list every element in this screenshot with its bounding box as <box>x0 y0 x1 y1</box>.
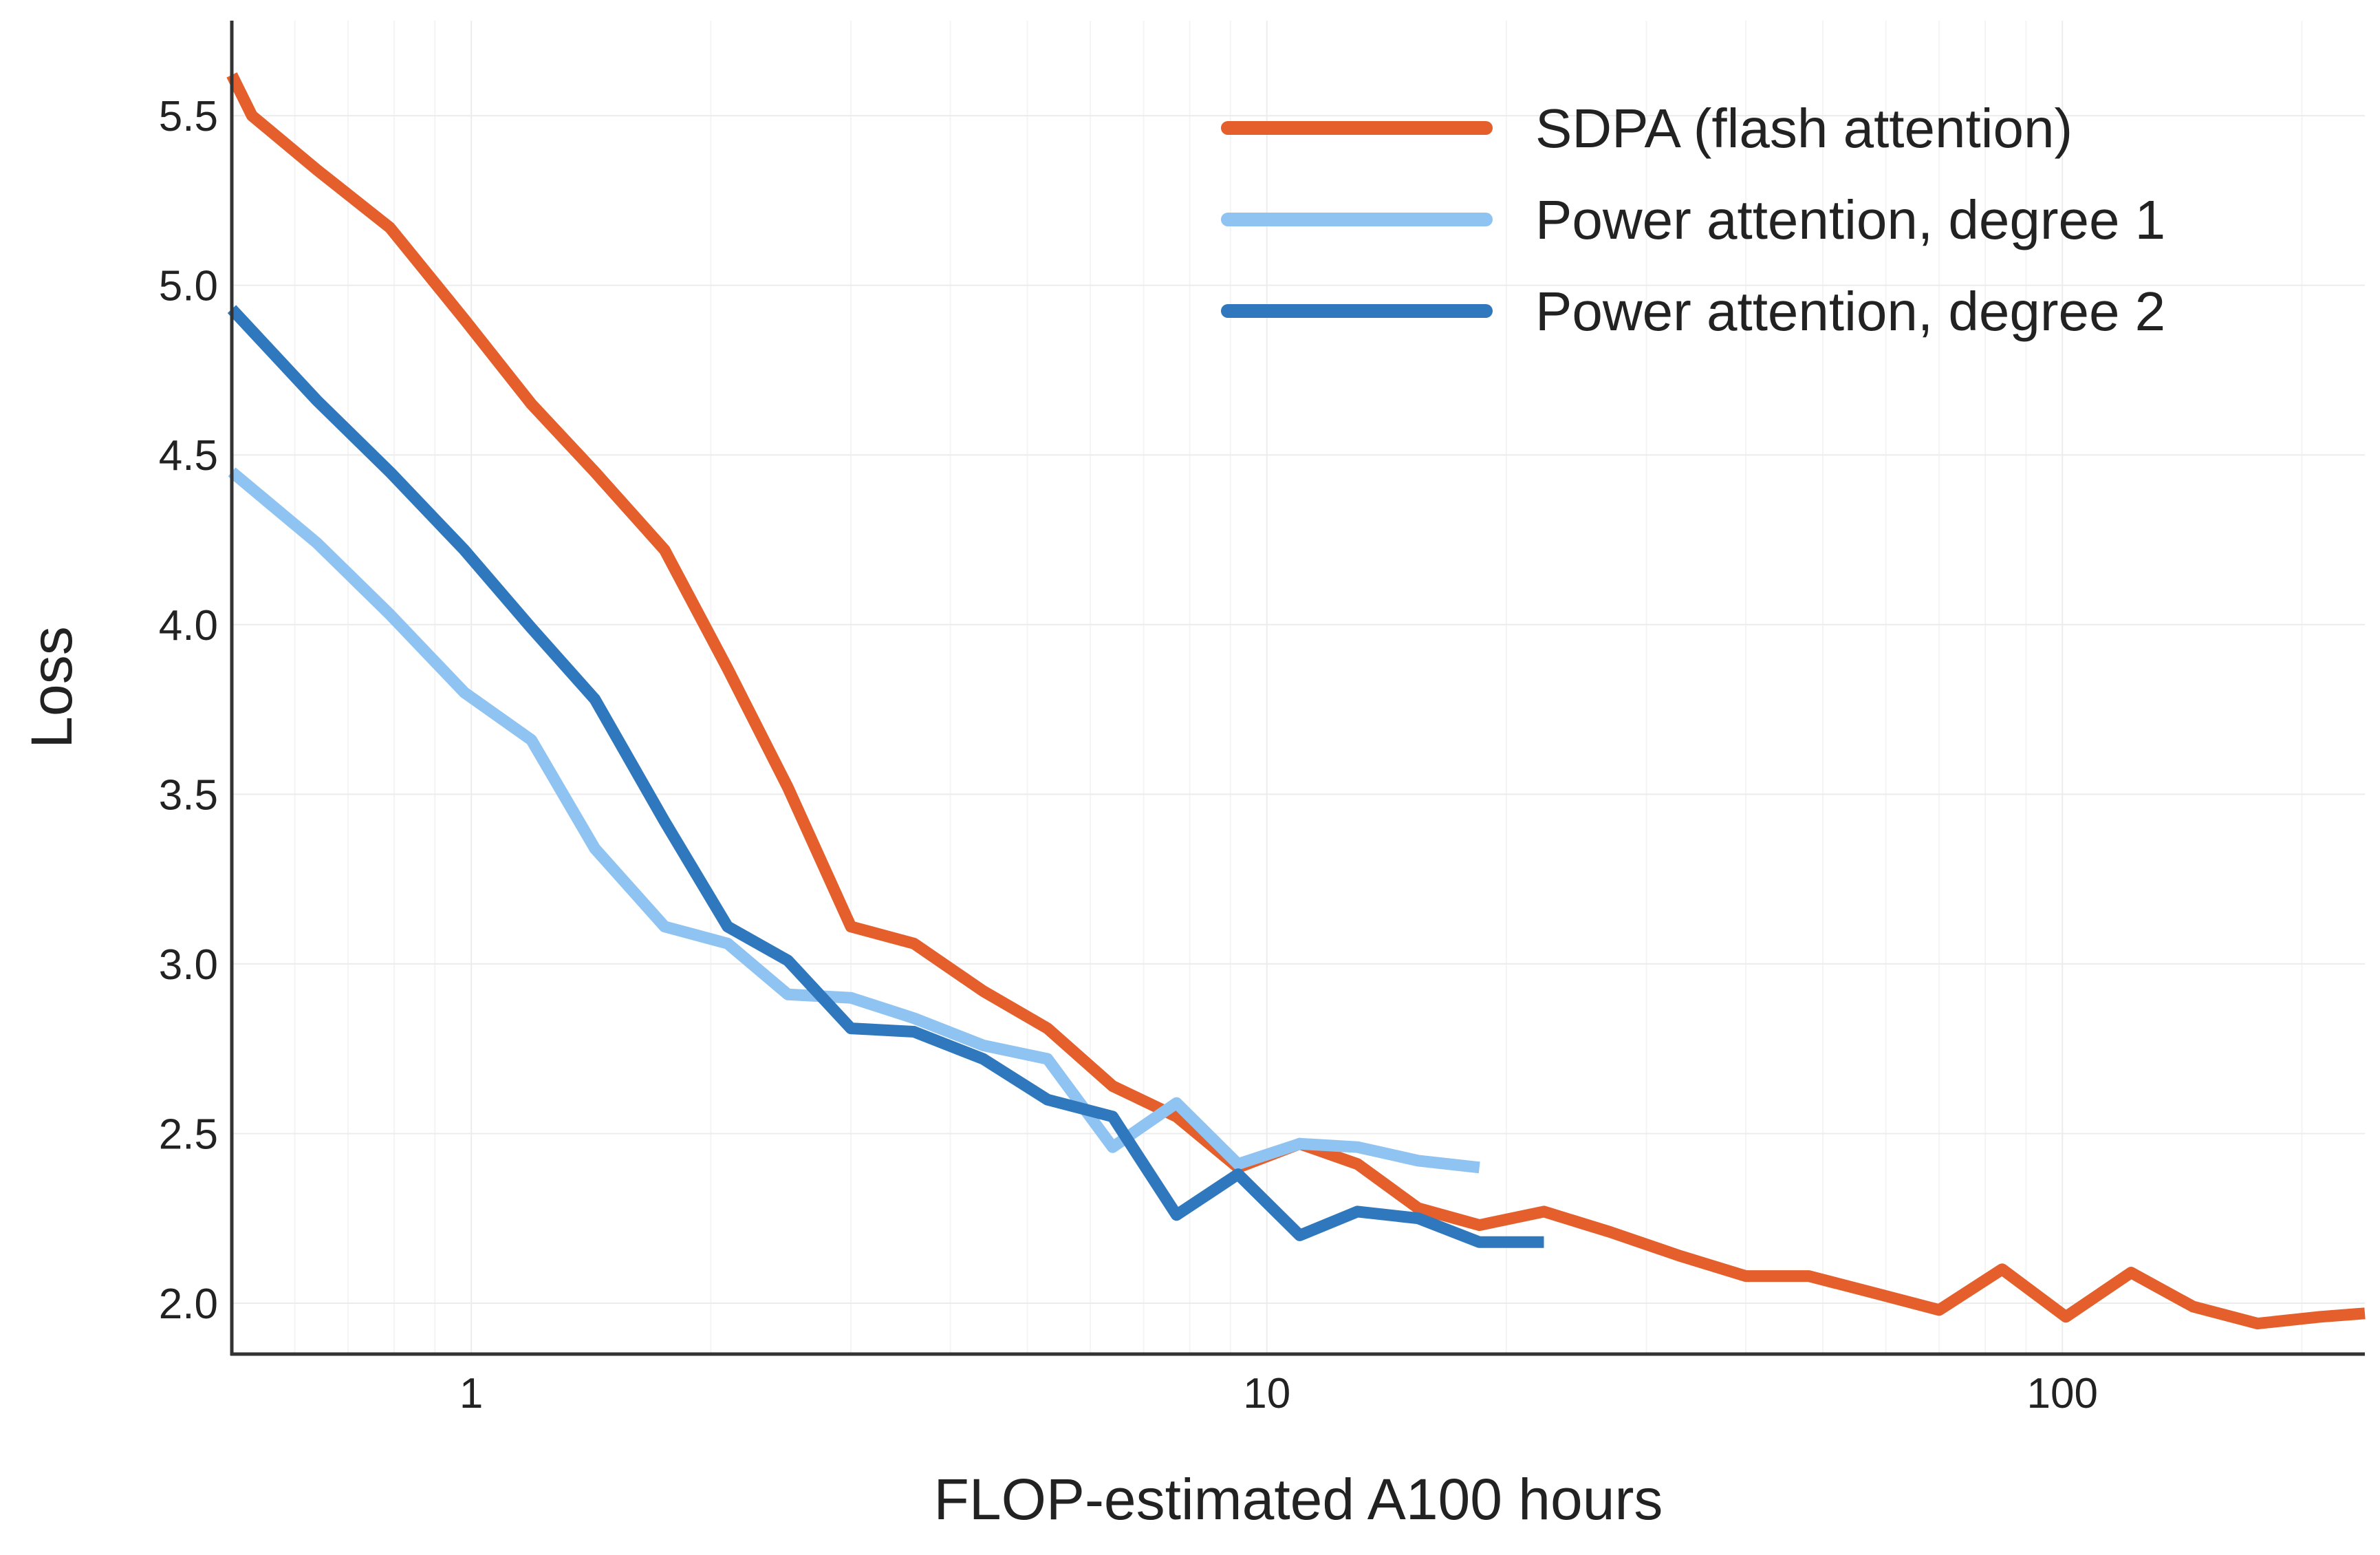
y-tick-label: 3.5 <box>159 771 218 819</box>
grid <box>231 21 2365 1354</box>
y-tick-label: 4.5 <box>159 432 218 480</box>
legend-label-3: Power attention, degree 2 <box>1535 281 2165 342</box>
y-tick-label: 5.0 <box>159 263 218 310</box>
series-line-2 <box>228 467 1480 1174</box>
x-tick-label: 10 <box>1243 1370 1290 1417</box>
x-axis-title: FLOP-estimated A100 hours <box>934 1467 1663 1532</box>
legend-label-2: Power attention, degree 1 <box>1535 189 2165 250</box>
y-tick-label: 3.0 <box>159 941 218 989</box>
axes <box>230 21 2365 1356</box>
y-tick-label: 2.5 <box>159 1111 218 1158</box>
legend-label-1: SDPA (flash attention) <box>1535 98 2073 159</box>
y-tick-label: 5.5 <box>159 93 218 140</box>
y-tick-label: 2.0 <box>159 1280 218 1328</box>
series-line-3 <box>227 305 1544 1248</box>
series-lines <box>226 72 2366 1330</box>
x-tick-labels: 1 10 100 <box>459 1370 2098 1417</box>
y-tick-labels: 2.0 2.5 3.0 3.5 4.0 4.5 5.0 5.5 <box>159 93 218 1328</box>
x-tick-label: 100 <box>2027 1370 2098 1417</box>
y-axis-title: Loss <box>19 626 84 748</box>
series-line-1 <box>226 72 2366 1330</box>
y-tick-label: 4.0 <box>159 602 218 650</box>
x-tick-label: 1 <box>459 1370 483 1417</box>
legend: SDPA (flash attention) Power attention, d… <box>1221 98 2165 342</box>
